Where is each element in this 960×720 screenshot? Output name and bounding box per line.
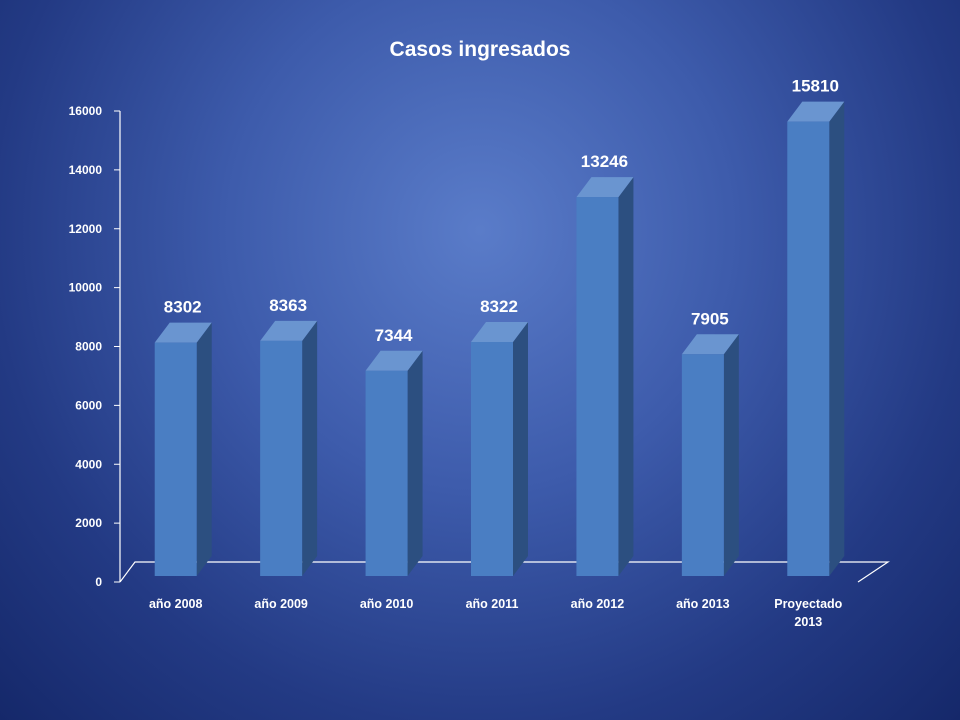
y-tick-label: 10000 — [69, 281, 103, 295]
bar-front — [787, 121, 830, 576]
bar-side — [618, 177, 634, 577]
bar-front — [260, 340, 303, 576]
x-tick-label: año 2012 — [571, 597, 625, 611]
data-label: 8363 — [269, 296, 307, 315]
bar-front — [471, 342, 513, 576]
bar — [471, 322, 528, 576]
data-label: 8322 — [480, 297, 518, 316]
data-label: 7905 — [691, 309, 729, 328]
y-tick-label: 16000 — [69, 104, 103, 118]
y-tick-label: 8000 — [75, 340, 102, 354]
bar-top — [154, 322, 212, 343]
bar-top — [787, 101, 845, 122]
bar-front — [365, 370, 408, 576]
y-tick-label: 2000 — [75, 516, 102, 530]
x-tick-label: año 2008 — [149, 597, 203, 611]
chart-title: Casos ingresados — [390, 38, 571, 61]
bar-side — [407, 350, 423, 576]
data-labels: 8302 8363 7344 8322 13246 7905 15810 — [164, 77, 839, 345]
bar-front — [154, 342, 197, 576]
x-tick-label: año 2011 — [466, 597, 519, 611]
x-axis: año 2008 año 2009 año 2010 año 2011 año 2012… — [149, 597, 843, 629]
data-label: 8302 — [164, 298, 202, 317]
bar-top — [471, 322, 528, 343]
bars — [154, 101, 845, 577]
bar-front — [576, 197, 619, 577]
bar — [365, 350, 423, 576]
data-label: 7344 — [375, 326, 413, 345]
x-tick-label: año 2013 — [676, 597, 730, 611]
bar-top — [260, 320, 318, 341]
bar-side — [196, 322, 212, 576]
bar-side — [302, 320, 318, 576]
x-tick-label: Proyectado 2013 — [774, 597, 842, 629]
bar — [787, 101, 845, 576]
bar-top — [365, 350, 423, 371]
y-axis: 0 2000 4000 6000 8000 10000 12000 14000 16000 — [69, 104, 121, 589]
x-tick-label: año 2009 — [254, 597, 308, 611]
bar-side — [829, 101, 845, 576]
y-tick-label: 14000 — [69, 163, 103, 177]
data-label: 15810 — [792, 77, 839, 96]
bar-front — [681, 354, 724, 576]
bar-side — [513, 322, 528, 576]
x-tick-label: año 2010 — [360, 597, 414, 611]
bar — [681, 334, 739, 576]
y-tick-label: 4000 — [75, 457, 102, 471]
bar — [576, 177, 634, 577]
data-label: 13246 — [581, 152, 628, 171]
bar — [260, 320, 318, 576]
y-tick-label: 0 — [95, 575, 102, 589]
y-tick-label: 12000 — [69, 222, 103, 236]
bar-top — [576, 177, 634, 198]
bar-side — [723, 334, 739, 576]
y-tick-label: 6000 — [75, 398, 102, 412]
bar — [154, 322, 212, 576]
bar-top — [681, 334, 739, 355]
